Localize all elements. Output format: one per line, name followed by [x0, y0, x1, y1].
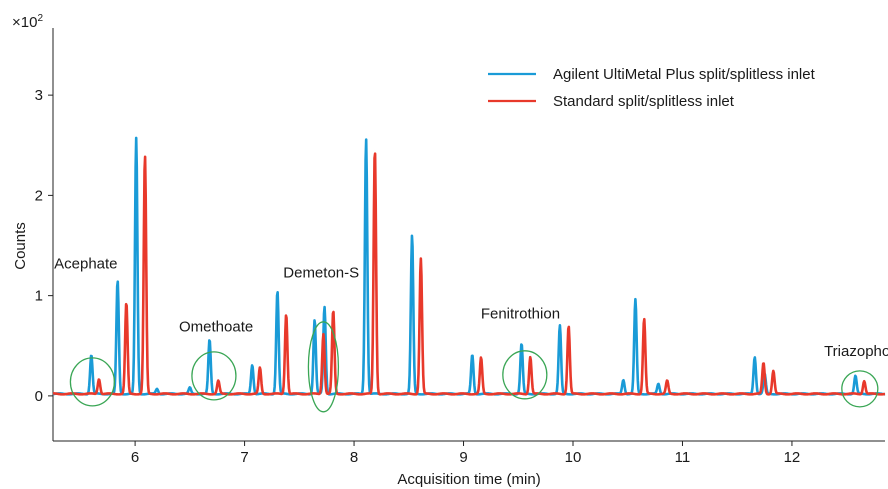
standard-peak-point	[144, 157, 145, 158]
annotation-circle	[841, 370, 879, 408]
annotation-circle	[191, 351, 237, 401]
y-tick-label: 0	[35, 388, 43, 405]
y-multiplier-base: ×10	[12, 14, 37, 31]
x-tick-label: 6	[131, 449, 139, 466]
ultimetal-peak-point	[411, 237, 412, 238]
standard-peak-point	[480, 359, 481, 360]
ultimetal-peak-point	[189, 389, 190, 390]
standard-peak-point	[374, 150, 375, 151]
ultimetal-peak-point	[623, 381, 624, 382]
y-multiplier-label: ×102	[12, 13, 43, 31]
standard-peak-point	[667, 382, 668, 383]
ultimetal-peak-point	[117, 282, 118, 283]
standard-peak-point	[864, 382, 865, 383]
standard-peak-point	[763, 364, 764, 365]
standard-peak-point	[530, 358, 531, 359]
annotation-circle	[307, 321, 340, 413]
legend-label: Agilent UltiMetal Plus split/splitless i…	[553, 66, 816, 83]
standard-peak-point	[286, 315, 287, 316]
annotations: Acephate Omethoate Demeton-S Fenitrothion Tr…	[54, 256, 888, 360]
x-tick-label: 9	[459, 449, 467, 466]
ultimetal-peak-point	[314, 321, 315, 322]
compound-label: Acephate	[54, 256, 117, 273]
annotation-circles	[69, 321, 879, 413]
standard-peak-point	[773, 372, 774, 373]
y-multiplier-exponent: 2	[37, 13, 43, 24]
compound-label: Demeton-S	[283, 265, 359, 282]
ultimetal-peak-point	[324, 308, 325, 309]
standard-peak-point	[420, 260, 421, 261]
legend-label: Standard split/splitless inlet	[553, 93, 735, 110]
ultimetal-peak-point	[209, 341, 210, 342]
standard-peak-point	[98, 380, 99, 381]
standard-peak-point	[644, 320, 645, 321]
ultimetal-peak-point	[365, 140, 366, 141]
standard-peak-point	[568, 327, 569, 328]
annotation-circle	[502, 350, 548, 400]
y-axis-label: Counts	[12, 222, 29, 270]
x-tick-label: 10	[565, 449, 582, 466]
ultimetal-peak-point	[136, 140, 137, 141]
y-tick-label: 3	[35, 87, 43, 104]
standard-trace-line	[52, 152, 886, 396]
y-tick-label: 1	[35, 288, 43, 305]
ultimetal-trace-line	[52, 136, 886, 396]
ultimetal-peak-point	[521, 345, 522, 346]
traces	[52, 136, 886, 396]
compound-label: Fenitrothion	[481, 306, 560, 323]
compound-label: Triazophos	[824, 343, 888, 360]
ultimetal-peak-point	[754, 358, 755, 359]
ultimetal-peak-point	[559, 327, 560, 328]
standard-peak-point	[126, 304, 127, 305]
y-ticks: 0 1 2 3	[35, 87, 53, 405]
ultimetal-peak-point	[658, 385, 659, 386]
y-tick-label: 2	[35, 187, 43, 204]
x-tick-label: 8	[350, 449, 358, 466]
x-tick-label: 12	[784, 449, 801, 466]
legend: Agilent UltiMetal Plus split/splitless i…	[488, 66, 816, 110]
standard-peak-point	[323, 335, 324, 336]
x-ticks: 6 7 8 9 10 11 12	[131, 441, 800, 466]
ultimetal-peak-point	[855, 377, 856, 378]
ultimetal-peak-point	[472, 356, 473, 357]
ultimetal-peak-point	[277, 292, 278, 293]
x-tick-label: 7	[240, 449, 248, 466]
ultimetal-peak-point	[252, 366, 253, 367]
ultimetal-peak-point	[156, 390, 157, 391]
x-axis-label: Acquisition time (min)	[397, 471, 540, 488]
ultimetal-peak-point	[635, 301, 636, 302]
standard-peak-point	[333, 312, 334, 313]
annotation-circle	[69, 357, 116, 407]
ultimetal-peak-point	[91, 356, 92, 357]
standard-peak-point	[259, 369, 260, 370]
standard-peak-point	[218, 382, 219, 383]
compound-label: Omethoate	[179, 319, 253, 336]
x-tick-label: 11	[675, 449, 691, 466]
